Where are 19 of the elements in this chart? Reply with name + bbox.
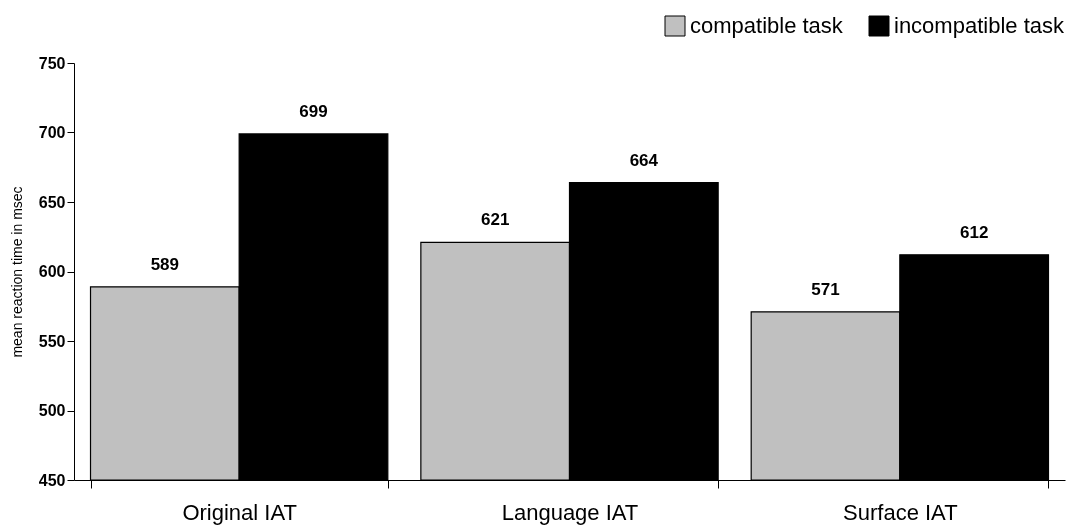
y-tick-label: 650: [38, 193, 66, 211]
legend-label: compatible task: [690, 13, 844, 38]
y-tick-label: 600: [38, 263, 66, 280]
y-tick-label: 750: [38, 54, 66, 72]
y-tick-label: 500: [38, 402, 66, 419]
y-tick-label: 450: [38, 471, 66, 489]
data-label: 664: [629, 150, 659, 170]
data-label: 699: [299, 101, 328, 121]
x-tick-label: Surface IAT: [843, 499, 958, 525]
data-label: 612: [959, 222, 989, 242]
y-axis-title: mean reaction time in msec: [8, 186, 25, 358]
x-tick-label: Original IAT: [182, 499, 297, 525]
data-label: 571: [811, 279, 840, 299]
y-tick-label: 550: [38, 332, 66, 350]
legend-label: incompatible task: [894, 13, 1065, 38]
x-tick-label: Language IAT: [501, 499, 639, 525]
data-label: 621: [480, 210, 510, 230]
y-tick-label: 700: [38, 124, 66, 141]
data-label: 589: [150, 254, 180, 274]
